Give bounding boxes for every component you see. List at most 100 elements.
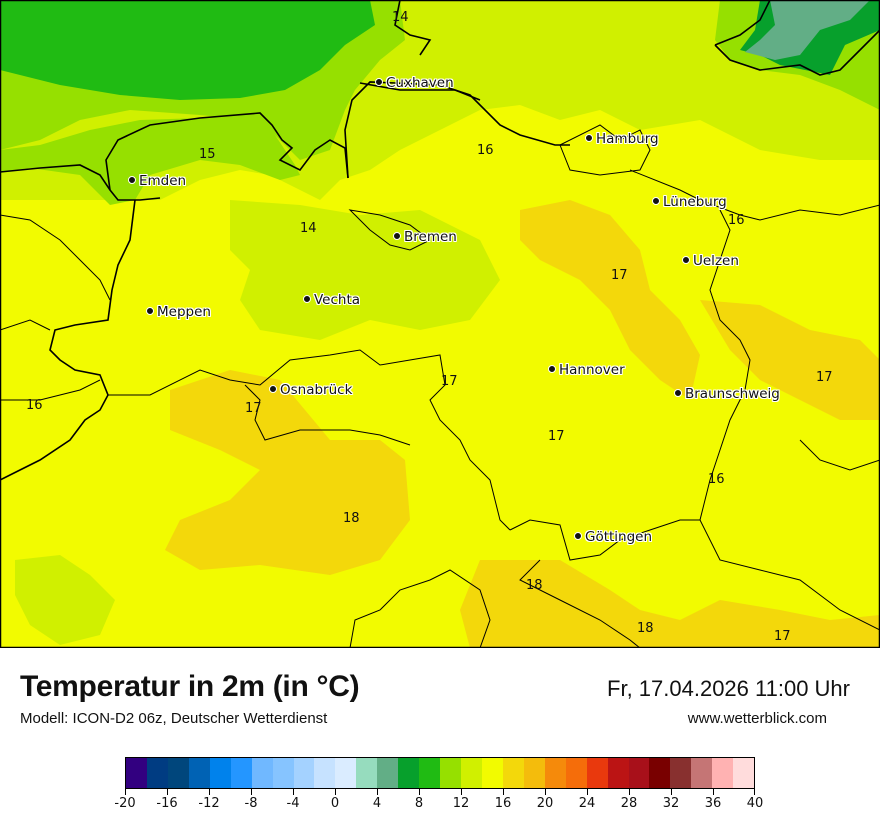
city-marker-icon xyxy=(548,365,556,373)
temperature-map: Cuxhaven Hamburg Emden Lüneburg Bremen Uelzen… xyxy=(0,0,880,648)
colorbar-segment xyxy=(649,758,671,788)
temperature-value-label: 18 xyxy=(343,511,360,526)
city-marker-icon xyxy=(574,532,582,540)
colorbar-tick xyxy=(167,789,168,795)
colorbar-segment xyxy=(398,758,420,788)
city-name: Braunschweig xyxy=(685,386,780,402)
temperature-value-label: 14 xyxy=(392,10,409,25)
colorbar-segment xyxy=(272,758,294,788)
temperature-value-label: 17 xyxy=(548,429,565,444)
colorbar-segment xyxy=(712,758,734,788)
colorbar-tick xyxy=(587,789,588,795)
colorbar-ticks: -20 -16 -12 -8 -4 0 4 8 12 16 20 24 28 32 36 40 xyxy=(114,789,763,819)
temperature-value-label: 17 xyxy=(245,401,262,416)
city-label: Emden xyxy=(128,173,186,189)
city-label: Osnabrück xyxy=(269,382,352,398)
city-label: Hamburg xyxy=(585,131,659,147)
colorbar-tick-label: -8 xyxy=(244,796,258,811)
colorbar-segment xyxy=(586,758,608,788)
city-name: Cuxhaven xyxy=(386,75,454,91)
map-canvas xyxy=(0,0,880,648)
colorbar-tick-label: 36 xyxy=(704,796,722,811)
city-marker-icon xyxy=(128,176,136,184)
colorbar-tick xyxy=(419,789,420,795)
city-label: Hannover xyxy=(548,362,625,378)
colorbar-segment xyxy=(544,758,566,788)
colorbar-segment xyxy=(691,758,713,788)
colorbar-tick-label: 8 xyxy=(414,796,424,811)
temperature-value-label: 14 xyxy=(300,221,317,236)
colorbar-tick-label: -16 xyxy=(156,796,178,811)
colorbar-tick xyxy=(209,789,210,795)
colorbar-tick xyxy=(754,789,755,795)
colorbar-tick-label: -12 xyxy=(198,796,220,811)
colorbar-tick xyxy=(125,789,126,795)
colorbar-tick xyxy=(713,789,714,795)
colorbar-segment xyxy=(188,758,210,788)
colorbar-segment xyxy=(230,758,252,788)
city-marker-icon xyxy=(393,232,401,240)
city-label: Meppen xyxy=(146,304,211,320)
colorbar-tick xyxy=(671,789,672,795)
colorbar-tick-label: 28 xyxy=(620,796,638,811)
colorbar-segment xyxy=(251,758,273,788)
website-link[interactable]: www.wetterblick.com xyxy=(687,710,827,727)
colorbar-segment xyxy=(733,758,755,788)
colorbar-segment xyxy=(481,758,503,788)
city-marker-icon xyxy=(585,134,593,142)
colorbar-tick-label: 24 xyxy=(578,796,596,811)
city-name: Hamburg xyxy=(596,131,659,147)
colorbar-tick-label: 32 xyxy=(662,796,680,811)
colorbar-segment xyxy=(502,758,524,788)
colorbar-tick-label: 0 xyxy=(330,796,340,811)
temperature-value-label: 16 xyxy=(26,398,43,413)
city-name: Uelzen xyxy=(693,253,739,269)
colorbar-segment xyxy=(565,758,587,788)
city-name: Hannover xyxy=(559,362,625,378)
colorbar-tick xyxy=(503,789,504,795)
city-name: Emden xyxy=(139,173,187,189)
city-name: Meppen xyxy=(157,304,211,320)
colorbar-segment xyxy=(523,758,545,788)
colorbar-tick-label: 16 xyxy=(494,796,512,811)
colorbar-tick xyxy=(293,789,294,795)
colorbar-segment xyxy=(461,758,482,788)
colorbar-tick-label: 20 xyxy=(536,796,554,811)
temperature-value-label: 17 xyxy=(441,374,458,389)
city-marker-icon xyxy=(652,197,660,205)
city-name: Osnabrück xyxy=(280,382,353,398)
city-marker-icon xyxy=(674,389,682,397)
forecast-datetime: Fr, 17.04.2026 11:00 Uhr xyxy=(607,676,850,701)
colorbar-tick-label: 4 xyxy=(372,796,382,811)
city-name: Lüneburg xyxy=(663,194,727,210)
colorbar-segment xyxy=(440,758,461,788)
colorbar-segment xyxy=(314,758,336,788)
colorbar-segment xyxy=(293,758,315,788)
colorbar-segment xyxy=(628,758,650,788)
temperature-value-label: 17 xyxy=(611,268,628,283)
city-label: Braunschweig xyxy=(674,386,780,402)
city-label: Lüneburg xyxy=(652,194,727,210)
colorbar-segment xyxy=(419,758,441,788)
colorbar-segment xyxy=(167,758,189,788)
city-marker-icon xyxy=(269,385,277,393)
city-marker-icon xyxy=(303,295,311,303)
colorbar-segment xyxy=(607,758,629,788)
temperature-value-label: 17 xyxy=(774,629,791,644)
colorbar-segment xyxy=(126,758,147,788)
colorbar-tick-label: -4 xyxy=(286,796,300,811)
colorbar-tick xyxy=(251,789,252,795)
city-label: Bremen xyxy=(393,229,457,245)
city-name: Bremen xyxy=(404,229,457,245)
colorbar-legend xyxy=(125,757,755,789)
colorbar-segment xyxy=(209,758,231,788)
city-label: Cuxhaven xyxy=(375,75,454,91)
temperature-value-label: 16 xyxy=(477,143,494,158)
colorbar-tick xyxy=(335,789,336,795)
model-subtitle: Modell: ICON-D2 06z, Deutscher Wetterdie… xyxy=(20,710,328,727)
colorbar-tick-label: 12 xyxy=(452,796,470,811)
colorbar-tick-label: -20 xyxy=(114,796,136,811)
colorbar-tick xyxy=(545,789,546,795)
temperature-value-label: 16 xyxy=(728,213,745,228)
city-marker-icon xyxy=(682,256,690,264)
